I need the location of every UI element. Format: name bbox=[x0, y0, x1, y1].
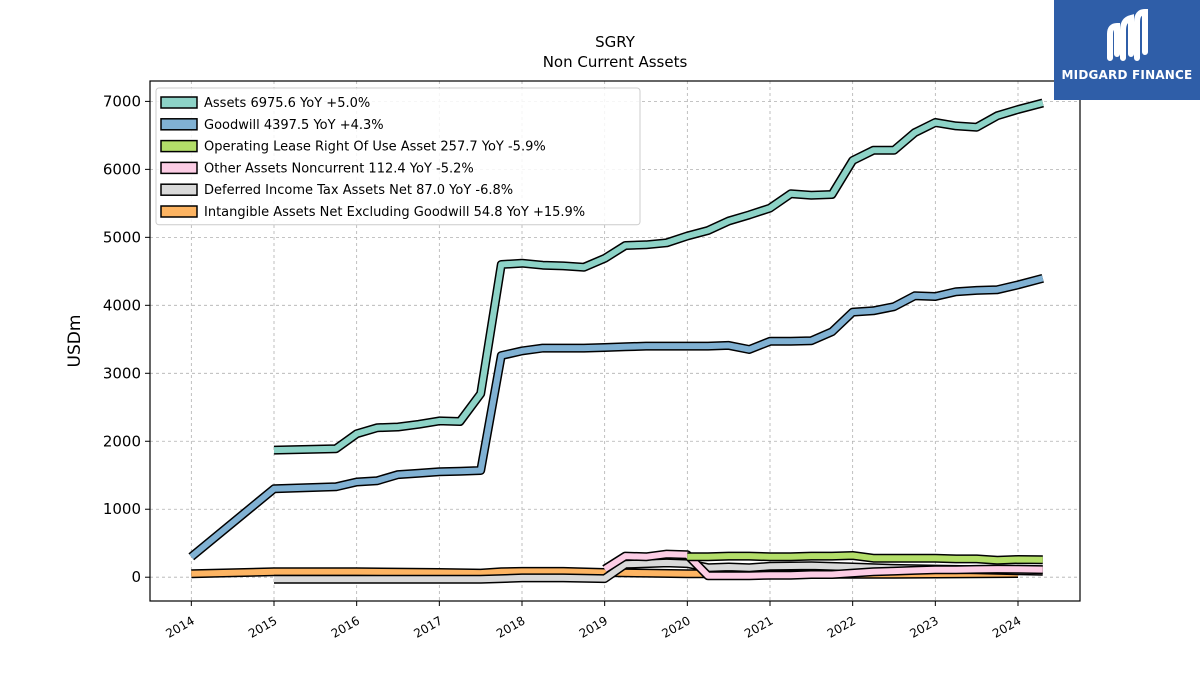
y-tick-label: 2000 bbox=[103, 432, 141, 450]
x-tick-label: 2018 bbox=[494, 613, 527, 640]
series-line bbox=[189, 275, 1044, 560]
x-tick-label: 2014 bbox=[163, 613, 196, 640]
brand-name: MIDGARD FINANCE bbox=[1061, 68, 1193, 82]
chart-title: SGRY bbox=[595, 33, 636, 51]
legend-swatch bbox=[160, 139, 198, 153]
series-3 bbox=[602, 549, 1043, 581]
y-tick-label: 7000 bbox=[103, 92, 141, 110]
x-tick-label: 2024 bbox=[990, 613, 1023, 640]
x-tick-label: 2019 bbox=[577, 613, 610, 640]
series-2 bbox=[687, 551, 1043, 565]
legend-label: Goodwill 4397.5 YoY +4.3% bbox=[204, 118, 384, 133]
x-tick-label: 2016 bbox=[329, 613, 362, 640]
series-line bbox=[687, 552, 1043, 564]
x-tick-label: 2017 bbox=[411, 613, 444, 640]
brand-logo: MIDGARD FINANCE bbox=[1054, 0, 1200, 100]
legend-label: Other Assets Noncurrent 112.4 YoY -5.2% bbox=[204, 161, 474, 176]
legend-swatch bbox=[160, 183, 198, 196]
brand-logo-icon bbox=[1107, 8, 1148, 61]
x-tick-label: 2020 bbox=[659, 613, 692, 640]
legend-label: Intangible Assets Net Excluding Goodwill… bbox=[204, 205, 585, 220]
legend: Assets 6975.6 YoY +5.0% Goodwill 4397.5 Y… bbox=[155, 87, 641, 226]
y-tick-label: 0 bbox=[131, 568, 141, 586]
plot-frame bbox=[149, 80, 1081, 602]
y-tick-label: 5000 bbox=[103, 228, 141, 246]
x-tick-label: 2023 bbox=[907, 613, 940, 640]
legend-label: Deferred Income Tax Assets Net 87.0 YoY … bbox=[204, 183, 513, 198]
y-tick-label: 3000 bbox=[103, 364, 141, 382]
y-tick-label: 4000 bbox=[103, 296, 141, 314]
legend-box bbox=[155, 87, 641, 226]
x-tick-label: 2021 bbox=[742, 613, 775, 640]
y-tick-label: 6000 bbox=[103, 160, 141, 178]
x-tick-label: 2015 bbox=[246, 613, 279, 640]
y-tick-label: 1000 bbox=[103, 500, 141, 518]
series-0 bbox=[273, 98, 1044, 455]
legend-swatch bbox=[160, 96, 198, 109]
series-group bbox=[188, 98, 1044, 584]
chart-subtitle: Non Current Assets bbox=[543, 53, 688, 71]
legend-swatch bbox=[160, 205, 198, 218]
x-tick-label: 2022 bbox=[825, 613, 858, 640]
legend-swatch bbox=[160, 118, 198, 131]
legend-label: Assets 6975.6 YoY +5.0% bbox=[204, 96, 370, 111]
series-line-outline bbox=[188, 273, 1044, 561]
y-axis-label: USDm bbox=[65, 315, 85, 368]
series-line bbox=[603, 551, 1043, 579]
series-1 bbox=[188, 273, 1044, 561]
series-line bbox=[273, 100, 1044, 454]
legend-label: Operating Lease Right Of Use Asset 257.7… bbox=[204, 140, 546, 155]
legend-swatch bbox=[160, 161, 198, 175]
